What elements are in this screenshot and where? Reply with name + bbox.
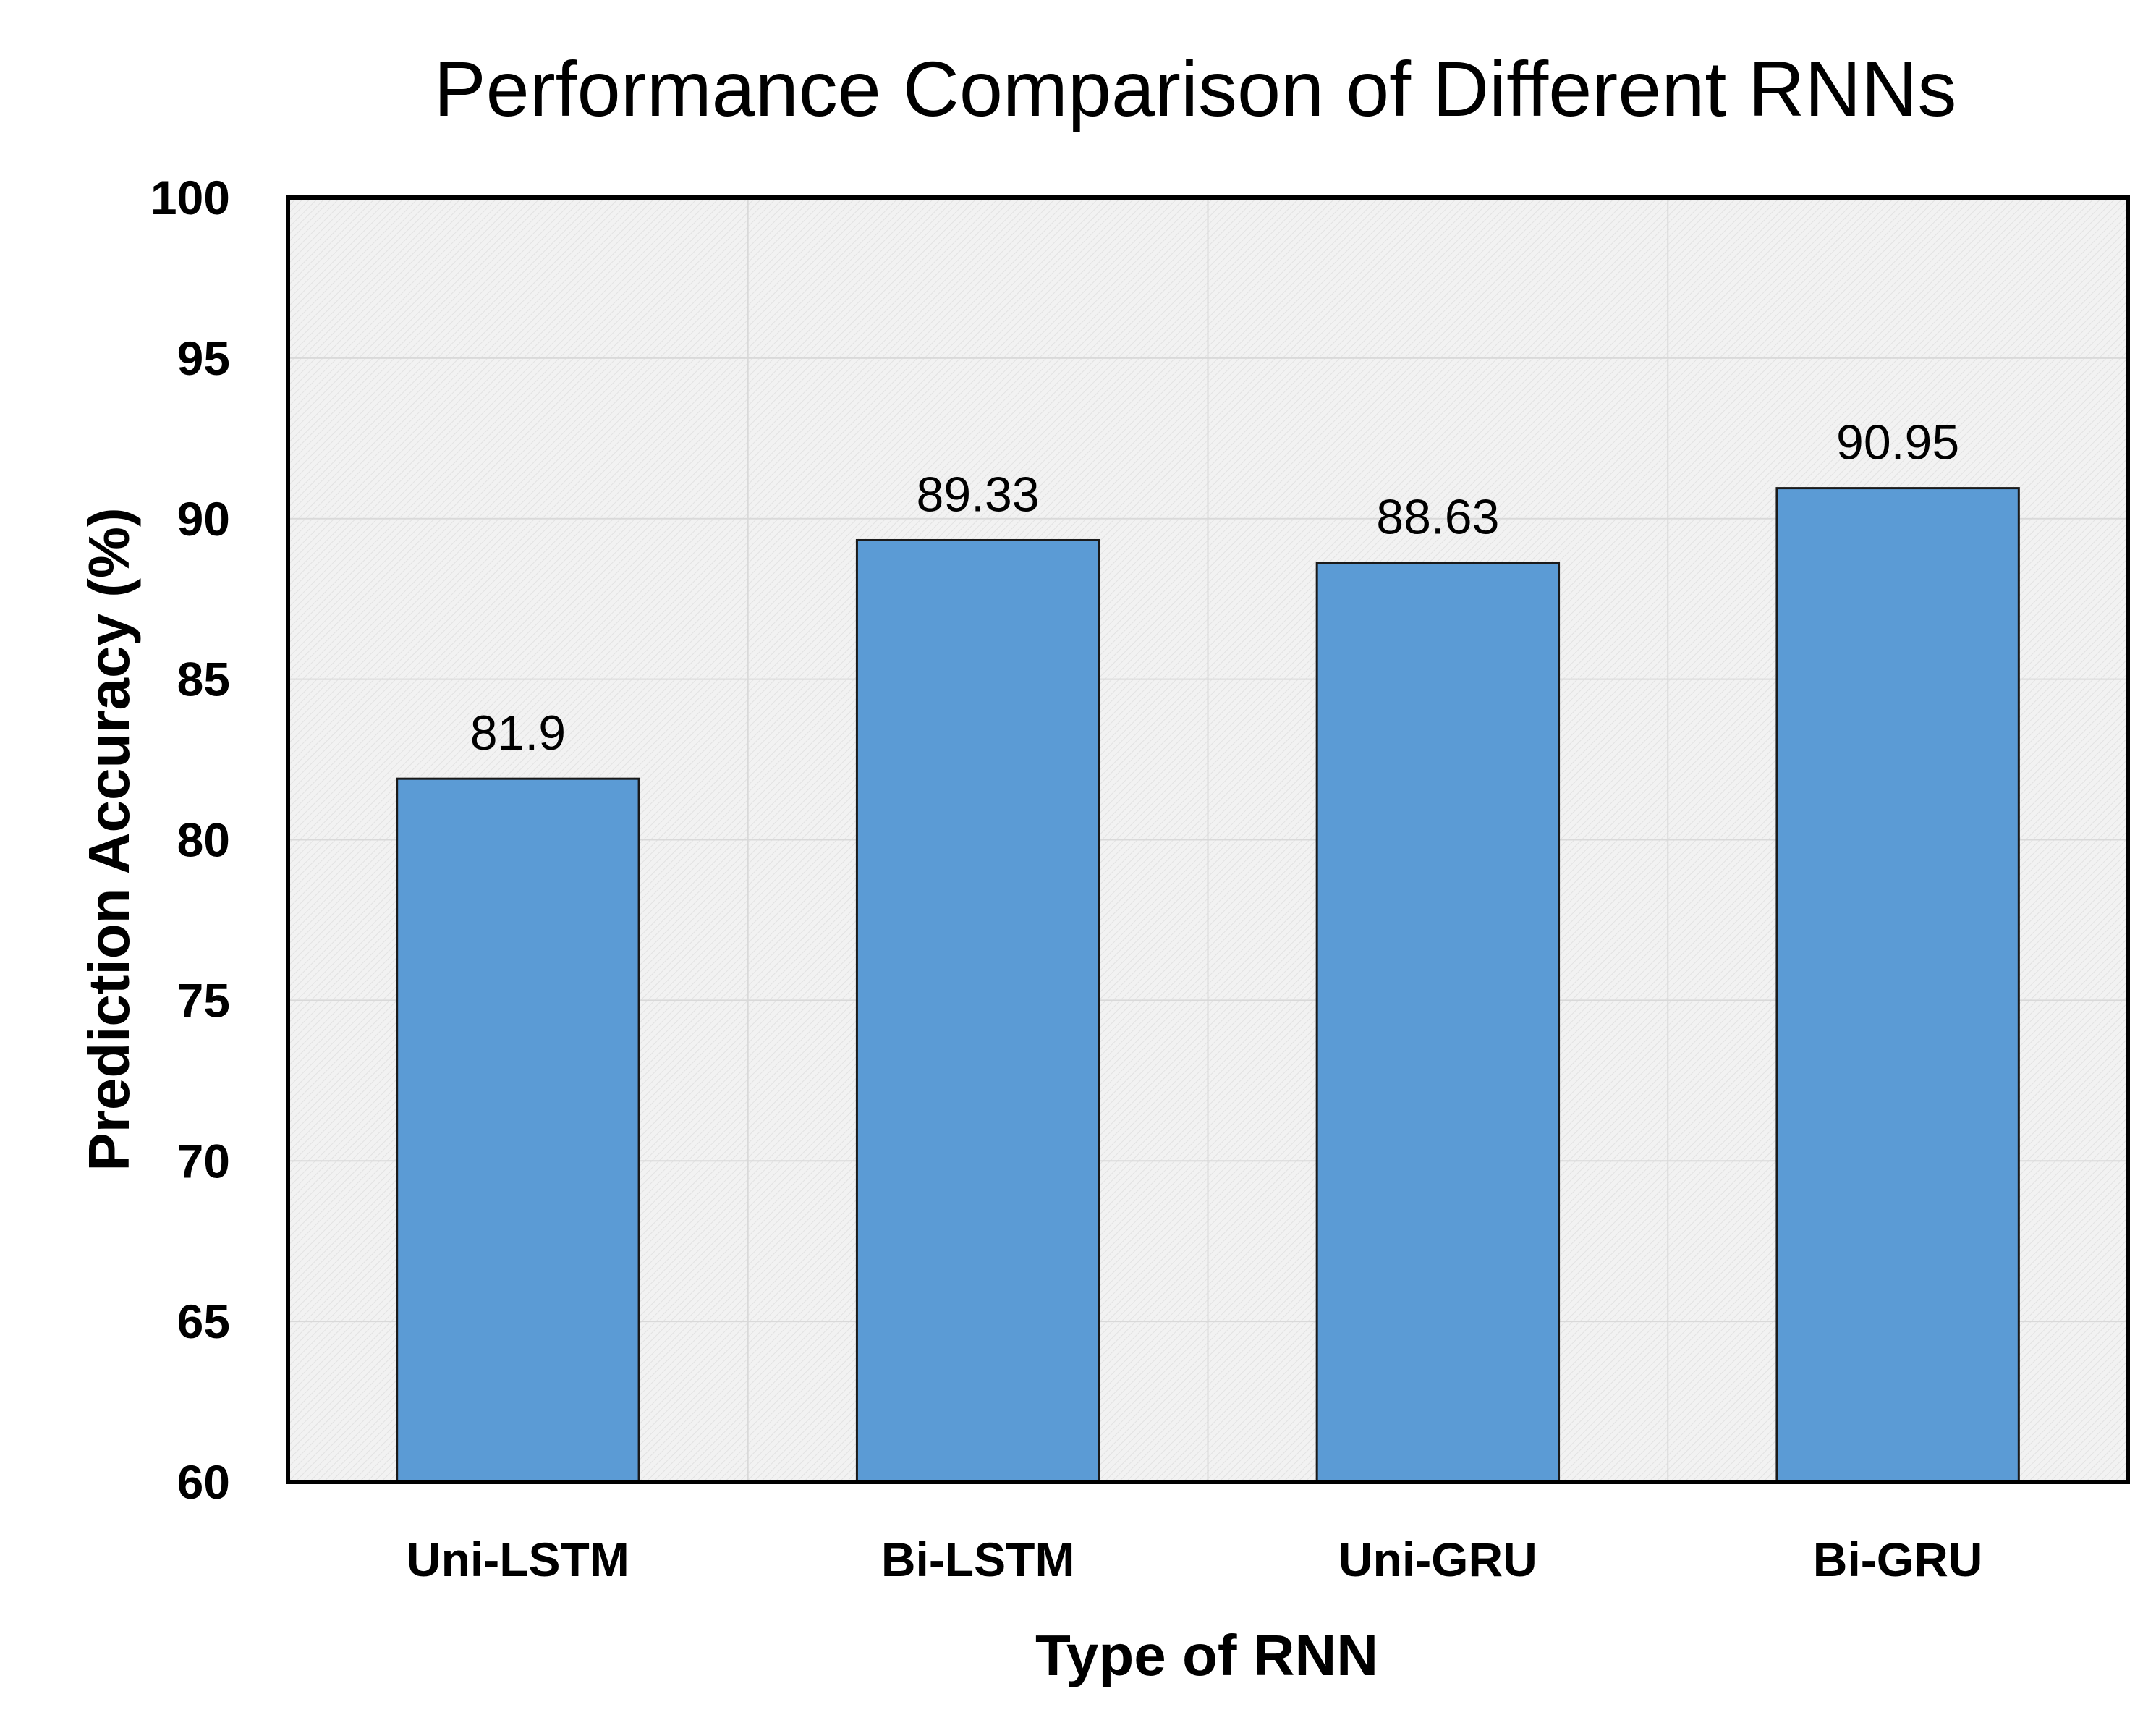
data-label: 90.95 — [1836, 415, 1959, 470]
y-tick-label: 70 — [177, 1134, 230, 1187]
data-labels: 81.9 89.33 88.63 90.95 — [470, 415, 1960, 761]
x-axis-title: Type of RNN — [1035, 1623, 1378, 1687]
x-tick-label: Bi-LSTM — [881, 1533, 1075, 1586]
plot-frame — [286, 195, 2130, 1484]
x-tick-label: Uni-GRU — [1338, 1533, 1537, 1586]
y-tick-label: 65 — [177, 1295, 230, 1348]
x-tick-label: Uni-LSTM — [407, 1533, 629, 1586]
y-tick-label: 95 — [177, 331, 230, 385]
chart-title: Performance Comparison of Different RNNs — [434, 45, 1957, 132]
bar-series — [396, 487, 2020, 1483]
y-tick-label: 75 — [177, 973, 230, 1027]
y-tick-label: 60 — [177, 1455, 230, 1509]
y-tick-label: 85 — [177, 653, 230, 706]
bar-bi-lstm — [855, 538, 1100, 1483]
y-tick-label: 90 — [177, 492, 230, 546]
bar-uni-lstm — [396, 777, 640, 1483]
data-label: 89.33 — [917, 467, 1040, 522]
data-label: 88.63 — [1376, 490, 1499, 545]
y-axis-ticks: 60 65 70 75 80 85 90 95 100 — [150, 171, 230, 1509]
y-axis-title: Prediction Accuracy (%) — [77, 507, 141, 1171]
data-label: 81.9 — [470, 706, 566, 761]
bar-uni-gru — [1315, 562, 1561, 1483]
x-axis-ticks: Uni-LSTM Bi-LSTM Uni-GRU Bi-GRU — [407, 1533, 1983, 1586]
x-tick-label: Bi-GRU — [1813, 1533, 1983, 1586]
y-tick-label: 80 — [177, 813, 230, 867]
bar-bi-gru — [1775, 487, 2020, 1483]
y-tick-label: 100 — [150, 171, 230, 224]
